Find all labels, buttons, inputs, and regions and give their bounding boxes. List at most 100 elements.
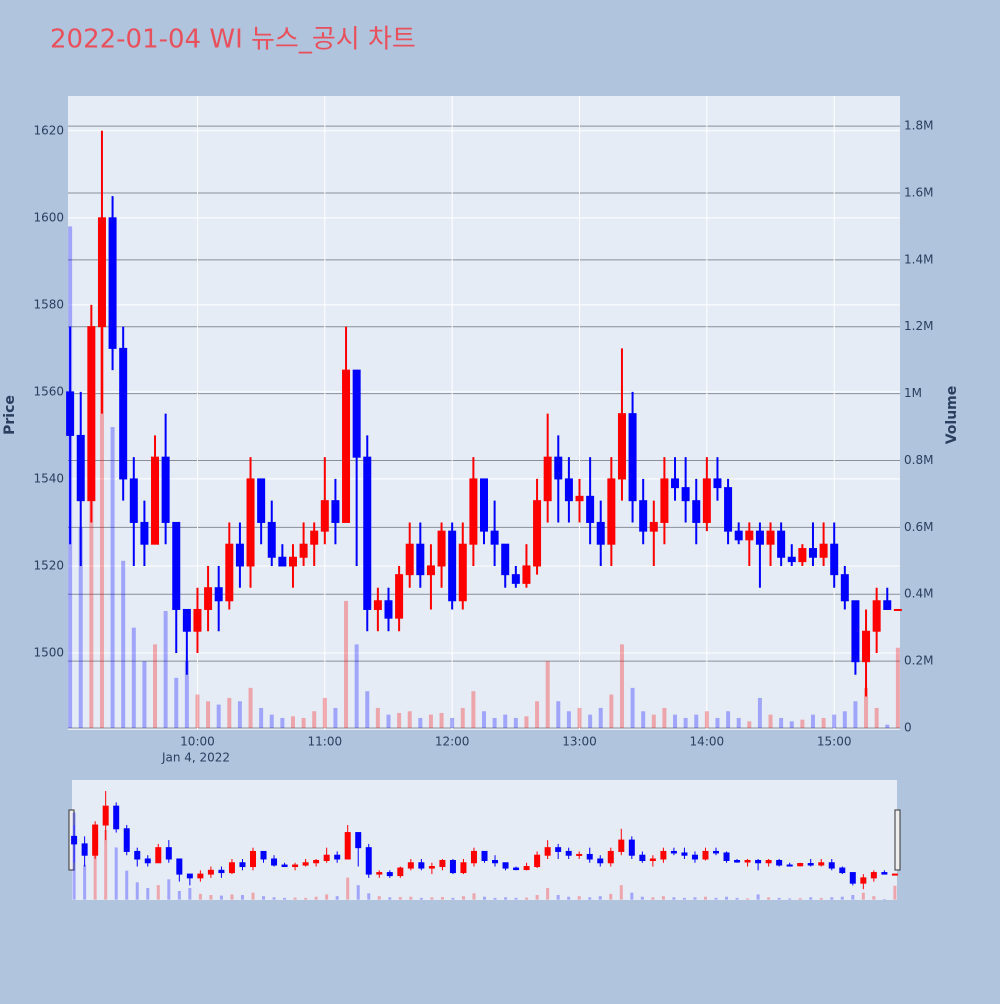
y2-tick-label: 1.6M (904, 185, 933, 199)
volume-bar (779, 717, 784, 728)
candle-body (713, 478, 722, 489)
candle-body (872, 600, 881, 632)
volume-bar-mini (819, 897, 823, 900)
volume-bar (397, 712, 402, 728)
candle-body (692, 500, 701, 523)
volume-bar (322, 697, 327, 728)
candle-body-mini (271, 858, 278, 866)
slider-handle[interactable] (894, 809, 901, 871)
volume-bar-mini (451, 897, 455, 900)
volume-bar (482, 711, 486, 728)
candle-body-mini (249, 850, 256, 868)
volume-bar (864, 687, 869, 728)
candle-body-mini (586, 853, 593, 860)
candle-body (671, 478, 680, 489)
candle-body (724, 487, 733, 532)
candle-body-mini (691, 854, 698, 860)
volume-bar-mini (840, 896, 844, 900)
candle-body-mini (628, 839, 635, 856)
candle-body-mini (334, 854, 341, 860)
volume-bar-mini (767, 897, 771, 900)
volume-bar-mini (430, 897, 434, 900)
candle-body-mini (239, 862, 246, 868)
y-tick-label: 1560 (33, 384, 64, 398)
volume-bar-mini (135, 882, 139, 900)
candle-body-mini (681, 852, 688, 856)
volume-bar-mini (703, 896, 707, 900)
volume-bar-mini (535, 895, 539, 900)
candle-body (607, 478, 616, 545)
candle-body (182, 608, 191, 632)
volume-bar-mini (230, 894, 234, 900)
volume-bar-mini (525, 897, 529, 900)
candle-body-mini (744, 859, 751, 863)
volume-bar (694, 714, 699, 728)
volume-bar-mini (409, 896, 413, 900)
volume-bar-mini (661, 896, 665, 900)
y-tick-label: 1500 (33, 645, 64, 659)
volume-bar (577, 707, 582, 728)
candle-body-mini (660, 850, 667, 860)
plot-area (68, 96, 900, 730)
candle-body (511, 574, 520, 584)
candle-body (129, 478, 138, 523)
candle-body-mini (281, 864, 288, 868)
volume-bar-mini (104, 830, 108, 900)
volume-bar (78, 527, 83, 728)
candle-body-mini (734, 859, 741, 863)
candle-body-mini (523, 866, 530, 871)
volume-bar (503, 714, 508, 728)
volume-bar-mini (367, 893, 371, 900)
y2-tick-label: 0.6M (904, 520, 933, 534)
volume-bar (630, 687, 635, 728)
volume-bar-mini (693, 897, 697, 900)
candle-body (161, 456, 170, 523)
candle-body (522, 565, 531, 584)
candle-body (745, 530, 754, 541)
candle-body (193, 608, 202, 632)
volume-bar-mini (283, 897, 287, 900)
volume-bar-mini (209, 895, 213, 900)
candle-body (352, 369, 361, 458)
candle-body-mini (92, 824, 99, 856)
volume-bar (800, 719, 805, 728)
volume-bar-mini (714, 897, 718, 900)
candle-body (267, 521, 276, 558)
x-tick-label: 12:00 (435, 735, 470, 749)
volume-bar (131, 627, 136, 728)
candle-body-mini (513, 867, 520, 871)
volume-bar (301, 717, 306, 728)
candle-body-mini (197, 873, 204, 879)
candle-body-mini (881, 872, 888, 875)
volume-bar (195, 694, 200, 728)
volume-bar-mini (851, 895, 855, 900)
volume-bar (535, 701, 540, 728)
volume-bar (747, 721, 752, 728)
volume-bar-mini (725, 896, 729, 900)
candle-body-mini (807, 863, 814, 866)
volume-bar-mini (240, 895, 244, 900)
y2-tick-label: 1.2M (904, 319, 933, 333)
volume-bar (439, 712, 444, 728)
candle-body-mini (134, 850, 141, 860)
volume-bar (566, 711, 571, 728)
candle-body-mini (397, 867, 404, 877)
candle-body-mini (344, 832, 351, 860)
volume-bar-mini (377, 896, 381, 900)
volume-bar-mini (577, 896, 581, 900)
volume-bar (524, 716, 529, 728)
candle-body (575, 495, 584, 502)
volume-bar (789, 721, 794, 728)
candle-body (214, 587, 223, 602)
candle-body (533, 500, 542, 567)
candle-body-mini (597, 858, 604, 864)
volume-bar-mini (567, 896, 571, 900)
range-slider[interactable] (72, 780, 897, 900)
candle-body (681, 487, 690, 502)
volume-bar (598, 707, 603, 728)
volume-bar (588, 714, 593, 728)
candle-body (660, 478, 669, 523)
volume-bar-mini (325, 894, 329, 900)
y2-tick-label: 1.4M (904, 252, 933, 266)
volume-bar-mini (440, 897, 444, 900)
